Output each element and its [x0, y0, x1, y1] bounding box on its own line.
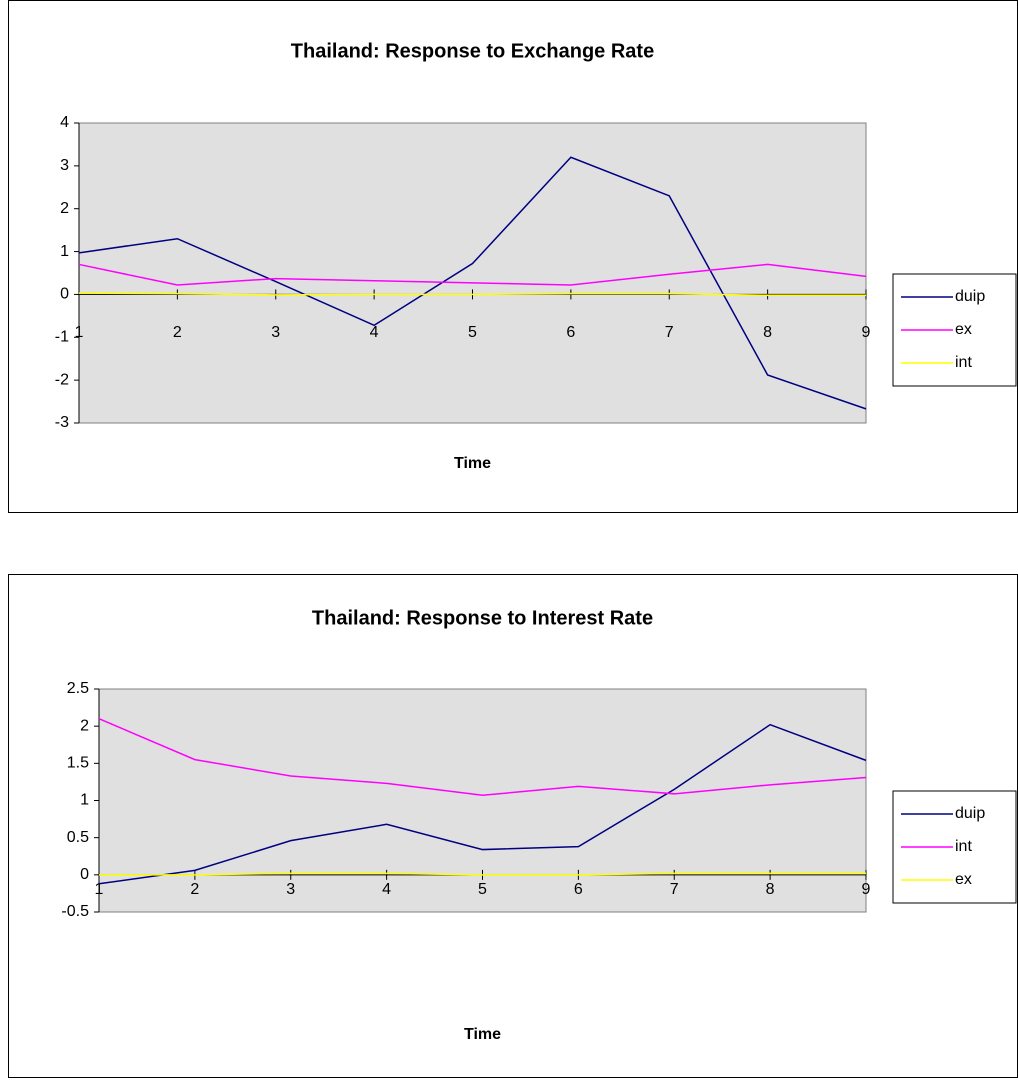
chart-title: Thailand: Response to Interest Rate: [312, 607, 653, 629]
y-tick-label: 3: [60, 157, 69, 174]
x-axis-label: Time: [454, 455, 491, 472]
y-tick-label: 2: [80, 717, 89, 734]
x-axis-label: Time: [464, 1026, 501, 1043]
y-tick-label: 1.5: [67, 755, 89, 772]
legend-label: duip: [955, 805, 985, 822]
plot-area: [78, 122, 867, 424]
y-tick-label: -2: [55, 371, 69, 388]
legend-label: duip: [955, 288, 985, 305]
x-tick-label: 1: [95, 881, 104, 898]
x-tick-label: 4: [370, 324, 379, 341]
x-tick-label: 8: [763, 324, 772, 341]
series-line: [98, 718, 867, 797]
series-line: [78, 263, 867, 286]
x-tick-label: 7: [670, 881, 679, 898]
series-line: [99, 872, 866, 876]
x-tick-label: 5: [478, 881, 487, 898]
y-tick-label: 2.5: [67, 680, 89, 697]
series-line: [78, 156, 867, 410]
legend-label: int: [955, 838, 972, 855]
x-tick-label: 9: [862, 324, 871, 341]
y-tick-label: -0.5: [61, 903, 89, 920]
y-tick-label: 1: [60, 243, 69, 260]
series-line: [78, 292, 866, 297]
x-tick-label: 8: [766, 881, 775, 898]
legend-label: ex: [955, 871, 972, 888]
x-tick-label: 1: [75, 324, 84, 341]
legend-label: int: [955, 354, 972, 371]
x-tick-label: 4: [382, 881, 391, 898]
y-tick-label: 0: [80, 866, 89, 883]
x-tick-label: 7: [665, 324, 674, 341]
x-tick-label: 2: [190, 881, 199, 898]
y-tick-label: -3: [55, 414, 69, 431]
y-tick-label: 2: [60, 200, 69, 217]
x-tick-label: 6: [566, 324, 575, 341]
x-tick-label: 6: [574, 881, 583, 898]
chart-title: Thailand: Response to Exchange Rate: [291, 40, 654, 62]
x-tick-label: 3: [271, 324, 280, 341]
y-tick-label: 1: [80, 792, 89, 809]
series-line: [98, 723, 867, 885]
x-tick-label: 3: [286, 881, 295, 898]
y-tick-label: -1: [55, 329, 69, 346]
y-tick-label: 0.5: [67, 829, 89, 846]
x-tick-label: 9: [862, 881, 871, 898]
y-tick-label: 0: [60, 286, 69, 303]
x-tick-label: 5: [468, 324, 477, 341]
x-tick-label: 2: [173, 324, 182, 341]
y-tick-label: 4: [60, 114, 69, 131]
legend-label: ex: [955, 321, 972, 338]
